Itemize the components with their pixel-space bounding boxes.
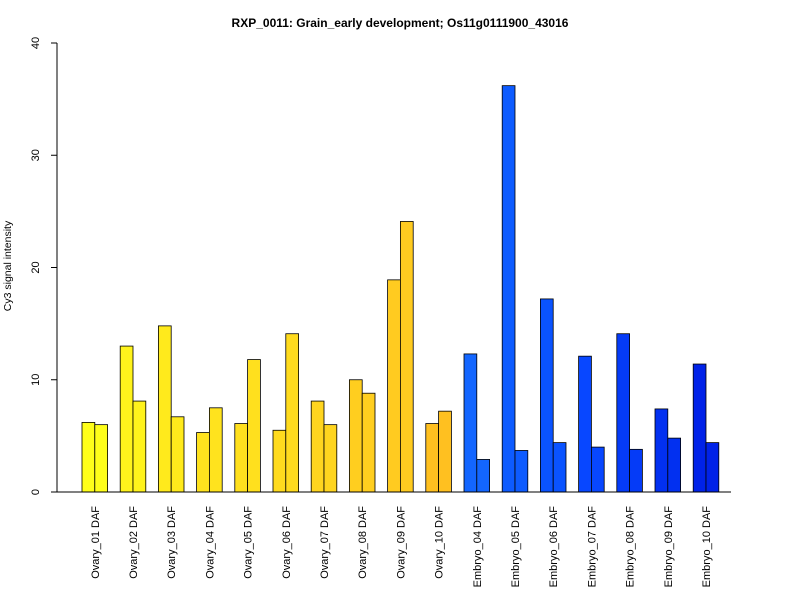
category-label: Embryo_07 DAF: [586, 506, 598, 588]
bar: [476, 459, 490, 493]
bar: [323, 424, 338, 493]
bar: [629, 448, 643, 493]
bar: [399, 221, 414, 493]
category-labels: Ovary_01 DAF Ovary_02 DAF Ovary_03 DAF Ovar…: [90, 506, 713, 588]
category-label: Ovary_10 DAF: [434, 506, 446, 579]
bar: [616, 333, 630, 493]
bar: [705, 442, 720, 493]
category-label: Ovary_07 DAF: [319, 506, 331, 579]
bar: [654, 408, 669, 493]
category-label: Ovary_05 DAF: [243, 506, 255, 579]
category-label: Ovary_02 DAF: [128, 506, 140, 579]
bar: [667, 437, 681, 493]
bar: [438, 410, 452, 493]
bar: [361, 392, 376, 493]
category-label: Ovary_08 DAF: [357, 506, 369, 579]
y-tick-label: 20: [30, 261, 42, 273]
category-label: Embryo_10 DAF: [701, 506, 713, 588]
category-label: Embryo_09 DAF: [663, 506, 675, 588]
y-tick-label: 10: [30, 374, 42, 386]
bar: [501, 85, 516, 493]
bar: [132, 400, 147, 493]
y-tick-label: 0: [30, 489, 42, 495]
bar: [170, 416, 185, 493]
bar: [463, 353, 478, 493]
bar: [119, 345, 134, 493]
category-label: Embryo_08 DAF: [625, 506, 637, 588]
bar: [692, 363, 707, 493]
category-label: Ovary_01 DAF: [90, 506, 102, 579]
bar: [578, 355, 592, 493]
category-label: Embryo_06 DAF: [548, 506, 560, 588]
category-label: Ovary_04 DAF: [204, 506, 216, 579]
bar: [552, 442, 567, 493]
bar: [234, 423, 249, 493]
bar: [425, 423, 439, 493]
bar: [196, 432, 210, 493]
category-label: Ovary_06 DAF: [281, 506, 293, 579]
y-tick-label: 30: [30, 149, 42, 161]
chart-title: RXP_0011: Grain_early development; Os11g…: [232, 16, 569, 30]
bar: [310, 400, 325, 493]
bar: [94, 424, 109, 493]
bar: [247, 359, 261, 493]
bar: [591, 446, 605, 493]
y-axis: 0 10 20 30 40: [30, 37, 58, 495]
category-label: Ovary_09 DAF: [395, 506, 407, 579]
bar: [285, 333, 299, 493]
bar: [81, 422, 96, 493]
category-label: Ovary_03 DAF: [166, 506, 178, 579]
bar: [540, 298, 554, 493]
bar: [514, 450, 529, 493]
category-label: Embryo_04 DAF: [472, 506, 484, 588]
category-label: Embryo_05 DAF: [510, 506, 522, 588]
bar: [387, 279, 401, 493]
bar: [348, 379, 363, 493]
bar: [157, 325, 172, 493]
y-axis-label: Cy3 signal intensity: [2, 220, 14, 311]
bar: [208, 407, 223, 493]
y-tick-label: 40: [30, 37, 42, 49]
bars-group: [81, 85, 720, 493]
bar: [272, 429, 287, 493]
